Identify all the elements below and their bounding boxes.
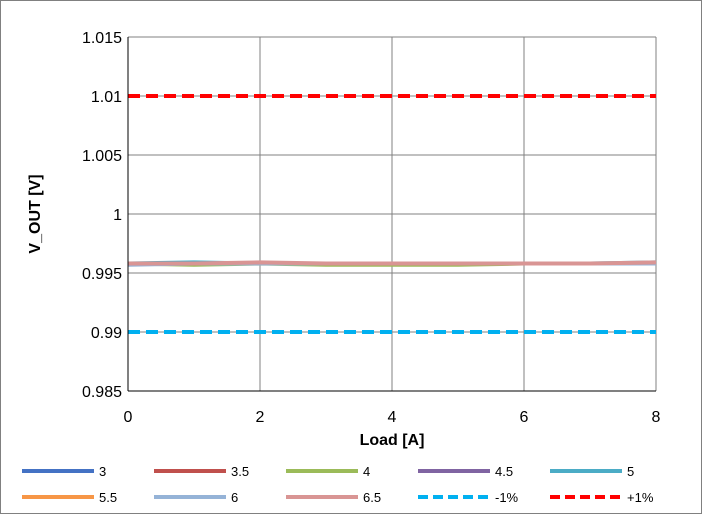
tick-labels: 0.985 0.99 0.995 1 1.005 1.01 1.015 0 2 4 6 8 [82,30,661,426]
x-tick-label: 0 [124,409,133,426]
y-axis-title: V_OUT [V] [27,174,44,253]
legend-label-8: 6.5 [363,490,381,505]
y-tick-label: 0.99 [91,325,122,342]
y-tick-label: 1.005 [82,148,122,165]
x-tick-label: 8 [652,409,661,426]
x-tick-label: 2 [256,409,265,426]
series-group [127,94,657,334]
legend-label-9: -1% [495,490,519,505]
legend: 3 3.5 4 4.5 5 5.5 6 6.5 -1% +1% [22,464,654,505]
legend-label-3: 4 [363,464,370,479]
legend-label-7: 6 [231,490,238,505]
x-axis-title: Load [A] [360,432,425,449]
legend-label-6: 5.5 [99,490,117,505]
legend-label-4: 4.5 [495,464,513,479]
legend-label-2: 3.5 [231,464,249,479]
x-tick-label: 4 [388,409,397,426]
series-line-8 [128,260,657,266]
y-tick-label: 1 [113,207,122,224]
y-tick-label: 0.995 [82,266,122,283]
y-tick-label: 1.01 [91,89,122,106]
y-tick-label: 1.015 [82,30,122,47]
legend-label-5: 5 [627,464,634,479]
y-tick-label: 0.985 [82,384,122,401]
legend-label-10: +1% [627,490,654,505]
legend-label-1: 3 [99,464,106,479]
x-tick-label: 6 [520,409,529,426]
axes [127,37,656,392]
